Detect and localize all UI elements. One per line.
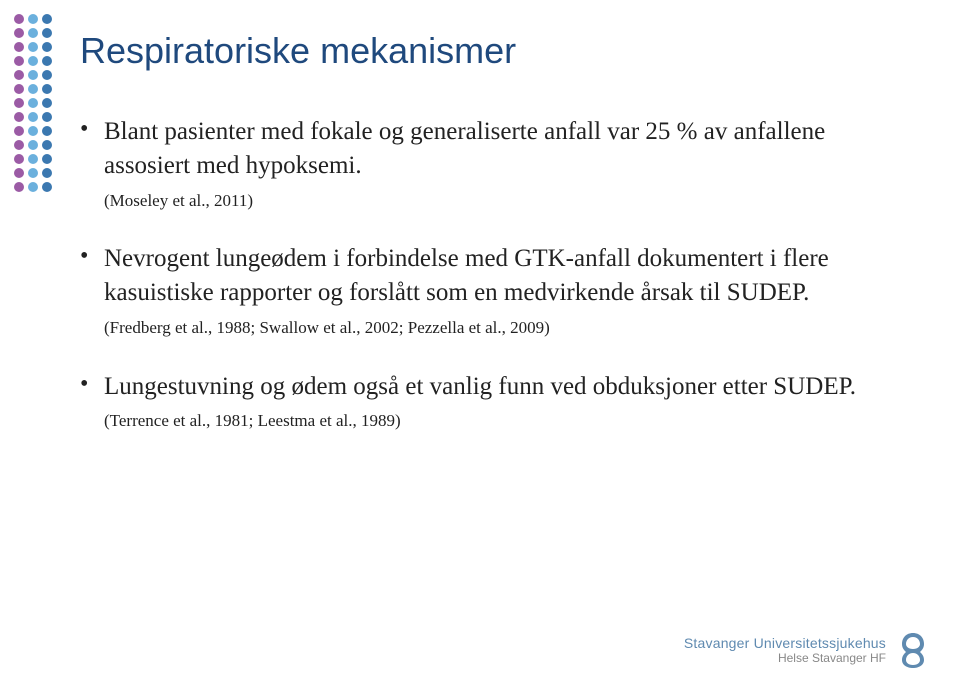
citation-text: (Fredberg et al., 1988; Swallow et al., … bbox=[104, 316, 890, 340]
dot-row bbox=[14, 140, 52, 150]
dot-icon bbox=[28, 154, 38, 164]
dot-row bbox=[14, 14, 52, 24]
list-item: Blant pasienter med fokale og generalise… bbox=[80, 115, 890, 183]
dot-row bbox=[14, 168, 52, 178]
dot-row bbox=[14, 70, 52, 80]
dot-icon bbox=[14, 28, 24, 38]
dot-row bbox=[14, 84, 52, 94]
bullet-list: Lungestuvning og ødem også et vanlig fun… bbox=[80, 370, 890, 404]
dot-row bbox=[14, 56, 52, 66]
dot-icon bbox=[28, 28, 38, 38]
dot-row bbox=[14, 154, 52, 164]
dot-icon bbox=[42, 84, 52, 94]
dot-icon bbox=[42, 42, 52, 52]
dot-icon bbox=[14, 98, 24, 108]
dot-icon bbox=[42, 168, 52, 178]
dot-icon bbox=[42, 126, 52, 136]
bullet-text: Lungestuvning og ødem også et vanlig fun… bbox=[104, 370, 890, 404]
dot-icon bbox=[28, 56, 38, 66]
decorative-dot-column bbox=[14, 14, 52, 192]
citation-text: (Moseley et al., 2011) bbox=[104, 189, 890, 213]
logo-mark-icon bbox=[896, 631, 930, 669]
dot-row bbox=[14, 28, 52, 38]
bullet-list: Nevrogent lungeødem i forbindelse med GT… bbox=[80, 242, 890, 310]
logo-line1: Stavanger Universitetssjukehus bbox=[684, 635, 886, 651]
dot-icon bbox=[28, 140, 38, 150]
logo-text: Stavanger Universitetssjukehus Helse Sta… bbox=[684, 635, 886, 665]
slide-title: Respiratoriske mekanismer bbox=[80, 30, 516, 72]
dot-row bbox=[14, 98, 52, 108]
bullet-text: Nevrogent lungeødem i forbindelse med GT… bbox=[104, 242, 890, 310]
dot-icon bbox=[42, 98, 52, 108]
dot-icon bbox=[28, 98, 38, 108]
dot-icon bbox=[28, 168, 38, 178]
list-item: Nevrogent lungeødem i forbindelse med GT… bbox=[80, 242, 890, 310]
dot-icon bbox=[42, 182, 52, 192]
citation-text: (Terrence et al., 1981; Leestma et al., … bbox=[104, 409, 890, 433]
dot-icon bbox=[14, 42, 24, 52]
dot-icon bbox=[42, 56, 52, 66]
dot-icon bbox=[42, 70, 52, 80]
bullet-text: Blant pasienter med fokale og generalise… bbox=[104, 115, 890, 183]
footer-logo: Stavanger Universitetssjukehus Helse Sta… bbox=[684, 631, 930, 669]
dot-row bbox=[14, 112, 52, 122]
dot-icon bbox=[28, 14, 38, 24]
dot-icon bbox=[14, 56, 24, 66]
dot-icon bbox=[14, 168, 24, 178]
dot-icon bbox=[14, 84, 24, 94]
dot-icon bbox=[14, 14, 24, 24]
dot-icon bbox=[14, 154, 24, 164]
dot-icon bbox=[42, 28, 52, 38]
dot-icon bbox=[14, 140, 24, 150]
dot-icon bbox=[28, 112, 38, 122]
logo-line2: Helse Stavanger HF bbox=[684, 651, 886, 665]
slide-content: Blant pasienter med fokale og generalise… bbox=[80, 115, 890, 463]
dot-icon bbox=[42, 154, 52, 164]
dot-icon bbox=[14, 70, 24, 80]
dot-icon bbox=[28, 42, 38, 52]
dot-row bbox=[14, 126, 52, 136]
bullet-list: Blant pasienter med fokale og generalise… bbox=[80, 115, 890, 183]
dot-icon bbox=[28, 126, 38, 136]
dot-row bbox=[14, 182, 52, 192]
dot-icon bbox=[42, 14, 52, 24]
dot-icon bbox=[14, 182, 24, 192]
dot-icon bbox=[42, 140, 52, 150]
dot-icon bbox=[14, 126, 24, 136]
list-item: Lungestuvning og ødem også et vanlig fun… bbox=[80, 370, 890, 404]
dot-row bbox=[14, 42, 52, 52]
dot-icon bbox=[42, 112, 52, 122]
dot-icon bbox=[28, 70, 38, 80]
dot-icon bbox=[14, 112, 24, 122]
dot-icon bbox=[28, 84, 38, 94]
dot-icon bbox=[28, 182, 38, 192]
